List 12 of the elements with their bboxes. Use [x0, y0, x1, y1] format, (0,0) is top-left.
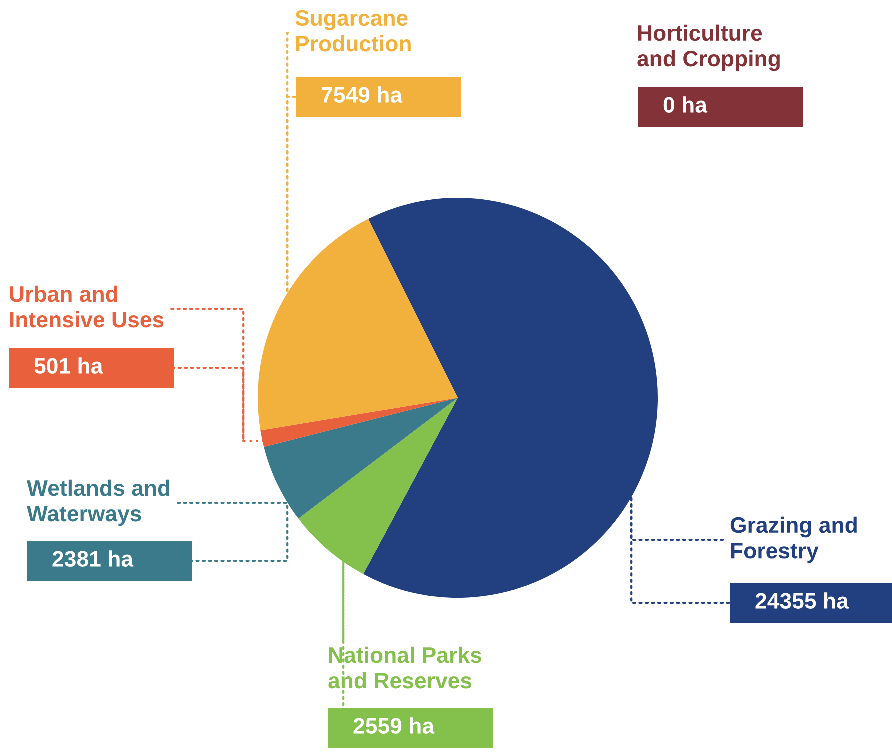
data-label: 2381 ha: [52, 550, 134, 567]
slice-label: Wetlands and Waterways: [27, 480, 170, 526]
text: 0 ha: [664, 96, 708, 113]
slice-label: Sugarcane Production: [296, 10, 411, 52]
slice-label: Grazing and Forestry: [730, 516, 857, 564]
data-label: 24355 ha: [756, 592, 850, 609]
data-label: 501 ha: [34, 358, 104, 374]
slice-label: Urban and Intensive Uses: [10, 286, 164, 328]
data-label: 7549 ha: [322, 86, 403, 103]
slice-label: National Parks and Reserves: [328, 646, 482, 689]
category-label: Horticulture and Cropping: [638, 24, 780, 72]
data-label: 2559 ha: [354, 718, 435, 734]
